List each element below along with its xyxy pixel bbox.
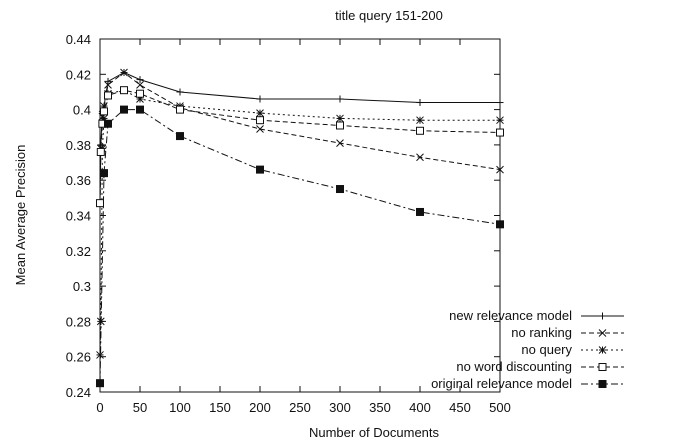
data-point-3-1 — [96, 147, 105, 156]
data-point-3-11 — [496, 128, 504, 137]
data-point-0-4 — [104, 77, 112, 85]
data-point-3-3 — [100, 107, 108, 116]
data-point-1-9 — [336, 139, 344, 147]
data-point-0-7 — [176, 88, 184, 96]
data-point-1-11 — [496, 165, 504, 174]
data-point-3-0 — [96, 199, 104, 208]
y-tick-label: 0.26 — [66, 350, 91, 365]
data-point-4-7 — [336, 185, 344, 194]
y-tick-label: 0.44 — [66, 32, 91, 47]
data-point-4-2 — [104, 119, 112, 128]
y-tick-label: 0.42 — [66, 67, 91, 82]
legend-label-4: original relevance model — [431, 376, 572, 391]
series-line-3 — [99, 89, 501, 204]
series-2 — [96, 86, 504, 359]
data-point-3-7 — [176, 105, 184, 114]
legend-label-2: no query — [521, 342, 572, 357]
legend-marker-3 — [598, 363, 607, 371]
x-tick-label: 0 — [96, 400, 103, 415]
data-point-0-10 — [416, 99, 424, 107]
x-tick-label: 450 — [449, 400, 471, 415]
data-point-4-6 — [256, 165, 264, 174]
x-tick-label: 300 — [329, 400, 351, 415]
data-point-3-10 — [416, 126, 424, 135]
x-tick-label: 500 — [489, 400, 511, 415]
data-point-4-4 — [136, 105, 144, 114]
x-tick-label: 200 — [249, 400, 271, 415]
y-tick-label: 0.32 — [66, 244, 91, 259]
data-point-4-9 — [496, 220, 504, 229]
series-line-4 — [99, 109, 501, 384]
series-line-0 — [99, 71, 500, 202]
y-axis-title: Mean Average Precision — [13, 145, 28, 286]
y-tick-label: 0.34 — [66, 209, 91, 224]
y-tick-label: 0.24 — [66, 385, 91, 400]
data-point-3-9 — [336, 121, 344, 130]
series-3 — [96, 86, 504, 208]
series-line-2 — [99, 89, 500, 355]
y-tick-label: 0.38 — [66, 138, 91, 153]
data-point-3-8 — [256, 116, 264, 125]
x-axis-title: Number of Documents — [309, 425, 440, 440]
data-point-4-0 — [96, 379, 104, 388]
series-layer — [96, 68, 504, 388]
data-point-0-11 — [496, 99, 504, 107]
chart-title: title query 151-200 — [335, 8, 443, 23]
legend: new relevance model no ranking no query no … — [431, 308, 624, 391]
x-tick-label: 350 — [369, 400, 391, 415]
data-point-4-5 — [176, 132, 184, 141]
series-0 — [96, 69, 504, 205]
data-point-1-8 — [256, 125, 264, 133]
legend-marker-1 — [598, 329, 607, 337]
data-point-1-10 — [416, 153, 424, 162]
data-point-2-11 — [496, 116, 504, 125]
data-point-2-8 — [256, 109, 264, 117]
data-point-0-6 — [136, 76, 144, 84]
x-tick-label: 250 — [289, 400, 311, 415]
x-tick-label: 50 — [133, 400, 147, 415]
y-tick-label: 0.28 — [66, 314, 91, 329]
y-tick-label: 0.3 — [73, 279, 91, 294]
x-axis-ticks: 0 50 100 150 200 250 300 350 400 450 500 — [96, 39, 511, 415]
data-point-0-8 — [256, 95, 264, 103]
series-line-1 — [99, 71, 501, 204]
legend-label-0: new relevance model — [449, 308, 572, 323]
legend-marker-0 — [599, 312, 606, 320]
data-point-1-5 — [120, 68, 128, 77]
series-4 — [96, 105, 504, 388]
data-point-2-9 — [336, 114, 344, 123]
y-axis-ticks: 0.24 0.26 0.28 0.3 0.32 0.34 0.36 0.38 0.4 0.42 0.… — [66, 32, 500, 400]
legend-marker-4 — [598, 380, 607, 388]
legend-label-3: no word discounting — [456, 359, 572, 374]
data-point-3-6 — [136, 89, 144, 98]
data-point-0-9 — [336, 95, 344, 103]
data-point-1-4 — [104, 81, 112, 89]
data-point-2-10 — [416, 116, 424, 125]
legend-label-1: no ranking — [511, 325, 572, 340]
x-tick-label: 100 — [169, 400, 191, 415]
y-tick-label: 0.4 — [73, 103, 91, 118]
data-point-1-6 — [136, 81, 144, 89]
data-point-4-3 — [120, 105, 128, 114]
x-tick-label: 150 — [209, 400, 231, 415]
data-point-3-4 — [104, 91, 112, 100]
legend-marker-2 — [598, 346, 607, 354]
data-point-3-5 — [120, 86, 128, 95]
data-point-4-1 — [100, 169, 108, 178]
data-point-4-8 — [416, 207, 424, 216]
x-tick-label: 400 — [409, 400, 431, 415]
y-tick-label: 0.36 — [66, 173, 91, 188]
series-1 — [96, 68, 504, 207]
